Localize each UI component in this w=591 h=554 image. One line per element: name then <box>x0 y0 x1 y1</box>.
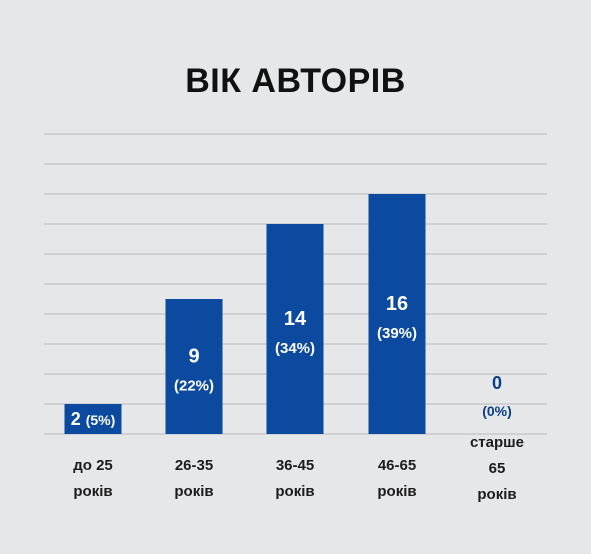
value-number: 2 <box>71 409 86 429</box>
percent-label: (34%) <box>275 340 315 357</box>
value-label: 16 <box>386 293 408 315</box>
percent-label: (22%) <box>174 378 214 395</box>
category-label: років <box>73 483 112 500</box>
category-label: старше <box>470 434 524 451</box>
category-labels: до 25 років 26-35 років 36-45 років 46-65 років… <box>73 434 524 503</box>
bar <box>368 194 426 434</box>
category-label: 46-65 <box>378 457 416 474</box>
percent-label: (39%) <box>377 325 417 342</box>
bar <box>165 299 223 434</box>
category-label: років <box>174 483 213 500</box>
percent-label: (5%) <box>86 412 116 428</box>
data-labels: 2 (5%) 9 (22%) 14 (34%) 16 (39%) 0 (0%) <box>71 293 512 429</box>
value-label: 14 <box>284 308 307 330</box>
value-label: 2 (5%) <box>71 409 116 429</box>
category-label: років <box>477 486 516 503</box>
value-label: 0 <box>492 373 502 393</box>
bars <box>64 194 426 434</box>
bar <box>266 224 324 434</box>
category-label: років <box>275 483 314 500</box>
category-label: 26-35 <box>175 457 213 474</box>
category-label: 36-45 <box>276 457 314 474</box>
category-label: 65 <box>489 460 506 477</box>
percent-label: (0%) <box>482 403 512 419</box>
value-label: 9 <box>188 346 199 368</box>
bar <box>64 404 122 434</box>
category-label: років <box>377 483 416 500</box>
category-label: до 25 <box>73 457 113 474</box>
chart-title: ВІК АВТОРІВ <box>185 62 406 100</box>
